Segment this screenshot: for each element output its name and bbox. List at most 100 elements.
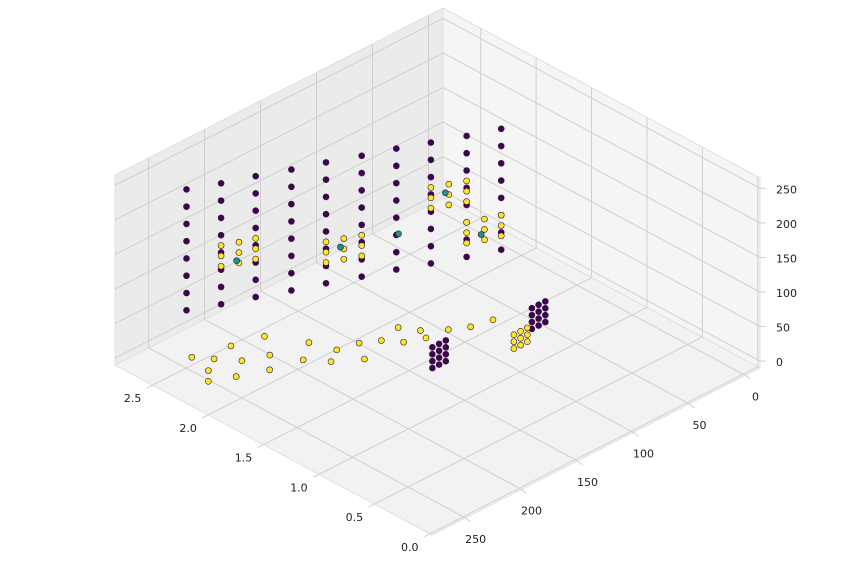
point xyxy=(481,236,488,244)
point xyxy=(378,337,385,344)
point xyxy=(322,210,330,218)
y-tick-label: 50 xyxy=(692,419,706,432)
point xyxy=(427,242,435,250)
grid-line xyxy=(114,87,444,255)
point xyxy=(442,350,450,358)
point xyxy=(528,311,536,319)
point xyxy=(463,187,470,195)
point xyxy=(233,257,240,264)
point xyxy=(489,316,497,324)
point xyxy=(305,339,313,346)
point xyxy=(395,230,402,238)
point xyxy=(217,231,225,239)
grid-line xyxy=(207,247,537,416)
point xyxy=(442,189,449,197)
tick-mark xyxy=(201,414,209,419)
point xyxy=(517,334,524,342)
point xyxy=(252,190,259,197)
point xyxy=(217,242,225,249)
point xyxy=(252,207,259,214)
tick-mark xyxy=(146,384,153,389)
point xyxy=(497,125,505,133)
point xyxy=(442,357,450,365)
z-tick-label: 150 xyxy=(776,252,797,265)
y-tick-label: 250 xyxy=(465,533,486,546)
grid-line xyxy=(204,318,522,490)
point xyxy=(510,338,518,345)
point xyxy=(427,173,435,181)
point xyxy=(417,327,424,334)
point xyxy=(266,366,273,374)
point xyxy=(393,197,400,204)
point xyxy=(235,249,243,256)
point xyxy=(497,142,505,150)
grid-line xyxy=(442,121,761,293)
point xyxy=(497,194,505,202)
point xyxy=(429,364,436,372)
point xyxy=(435,361,443,368)
point xyxy=(288,218,295,225)
point xyxy=(358,204,366,211)
point xyxy=(463,132,470,140)
point xyxy=(393,162,400,170)
point xyxy=(288,252,295,260)
grid-line xyxy=(114,190,444,359)
point xyxy=(358,242,366,249)
right-pane xyxy=(442,7,761,369)
point xyxy=(528,318,536,326)
grid-line xyxy=(114,52,444,221)
point xyxy=(445,180,453,188)
point xyxy=(232,373,240,380)
grid-line xyxy=(442,87,761,258)
point xyxy=(477,231,485,238)
point xyxy=(235,238,243,246)
point xyxy=(322,259,330,266)
point xyxy=(252,172,259,180)
grid-line xyxy=(152,217,481,386)
point xyxy=(358,231,366,239)
point xyxy=(217,300,225,308)
point xyxy=(481,226,488,233)
point xyxy=(535,301,542,309)
tick-mark xyxy=(577,460,583,466)
point xyxy=(517,327,524,335)
point xyxy=(183,255,190,262)
tick-mark xyxy=(312,473,320,478)
point xyxy=(427,156,435,164)
point xyxy=(183,186,190,193)
point xyxy=(400,338,407,346)
point xyxy=(497,232,505,240)
point xyxy=(524,338,531,345)
point xyxy=(183,272,190,280)
grid-line xyxy=(374,336,703,505)
point xyxy=(322,176,330,183)
z-tick-label: 100 xyxy=(776,287,797,300)
point xyxy=(427,139,435,146)
grid-line xyxy=(429,366,759,535)
y-tick-label: 0 xyxy=(752,390,759,403)
point xyxy=(252,255,259,263)
point xyxy=(340,235,348,242)
point xyxy=(442,337,450,344)
point xyxy=(393,214,400,221)
point xyxy=(217,283,225,291)
z-tick-label: 0 xyxy=(776,356,783,369)
point xyxy=(463,149,470,157)
point xyxy=(252,276,259,284)
point xyxy=(210,355,218,363)
point xyxy=(442,344,450,351)
point xyxy=(358,273,366,280)
point xyxy=(429,343,436,351)
point xyxy=(340,255,348,263)
point xyxy=(183,237,190,245)
point xyxy=(393,179,400,187)
point xyxy=(497,222,505,229)
y-tick-label: 200 xyxy=(521,504,542,517)
point xyxy=(524,324,531,332)
point xyxy=(322,279,330,287)
point xyxy=(358,169,366,177)
point xyxy=(542,318,549,326)
point xyxy=(542,298,549,305)
x-tick-label: 1.5 xyxy=(235,452,253,465)
